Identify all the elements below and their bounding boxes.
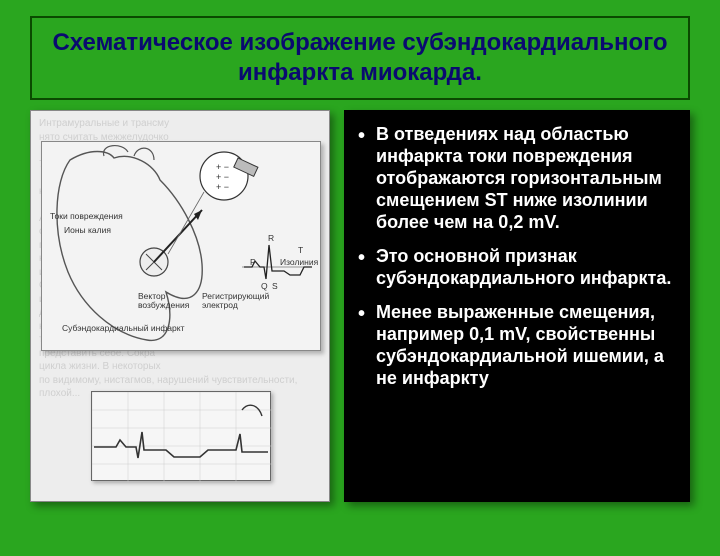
label-vektor: Вектор возбуждения (138, 292, 189, 310)
label-sub: Субэндокардиальный инфаркт (62, 324, 184, 333)
list-item: Это основной признак субэндокардиального… (354, 246, 676, 290)
content-row: Интрамуральные и трансму нято считать ме… (0, 110, 720, 502)
label-R: R (268, 234, 274, 243)
label-toki: Токи повреждения (50, 212, 123, 221)
ecg-strip (91, 391, 271, 481)
text-panel: В отведениях над областью инфаркта токи … (344, 110, 690, 502)
figure-panel: Интрамуральные и трансму нято считать ме… (30, 110, 330, 502)
label-iony: Ионы калия (64, 226, 111, 235)
label-T: T (298, 246, 303, 255)
label-elektrod: Регистрирующий электрод (202, 292, 269, 310)
label-izol: Изолиния (280, 258, 318, 267)
label-P: P (250, 258, 256, 267)
svg-text:+ −: + − (216, 182, 229, 192)
heart-vector-diagram: + − + − + − Токи повреждения Ионы калия … (41, 141, 321, 351)
list-item: В отведениях над областью инфаркта токи … (354, 124, 676, 234)
svg-text:+ −: + − (216, 172, 229, 182)
label-Q: Q (261, 282, 268, 291)
svg-text:+ −: + − (216, 162, 229, 172)
label-S: S (272, 282, 278, 291)
slide-title: Схематическое изображение субэндокардиал… (30, 16, 690, 100)
bullet-list: В отведениях над областью инфаркта токи … (354, 124, 676, 389)
list-item: Менее выраженные смещения, например 0,1 … (354, 302, 676, 390)
